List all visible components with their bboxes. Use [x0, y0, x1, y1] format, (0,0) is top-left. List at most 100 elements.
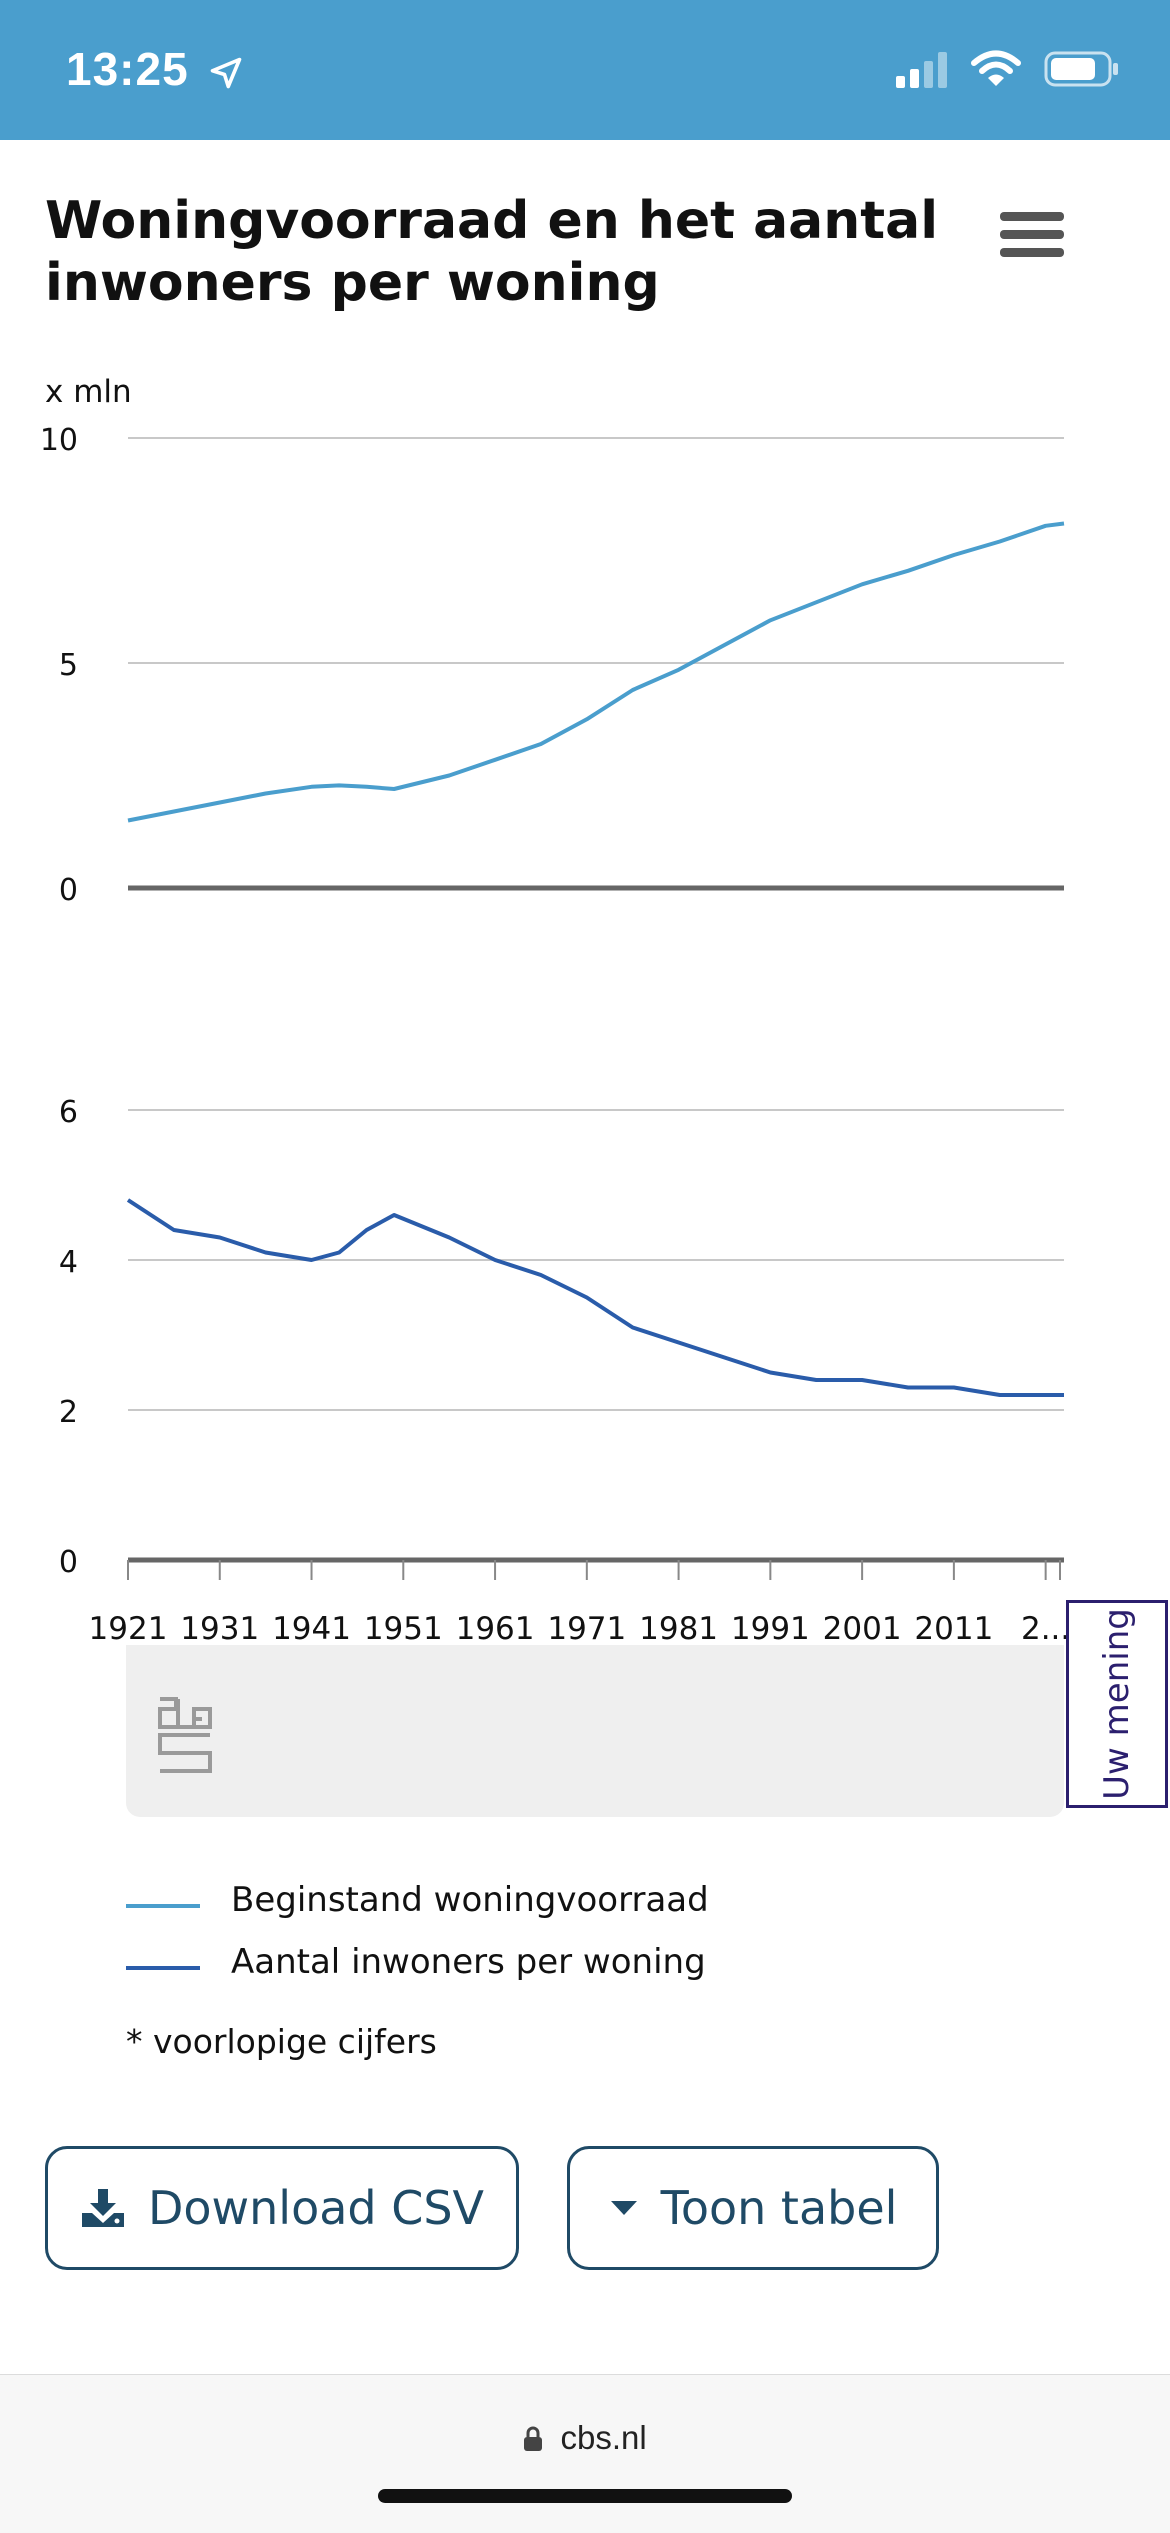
y-axis-label: x mln	[45, 374, 132, 410]
x-tick-label: 2011	[914, 1611, 993, 1647]
data-point	[265, 1252, 266, 1253]
show-table-button[interactable]: Toon tabel	[567, 2146, 939, 2270]
x-tick-label: 1971	[547, 1611, 626, 1647]
data-point	[219, 1237, 220, 1238]
data-point	[1064, 1395, 1065, 1396]
data-point	[999, 541, 1000, 542]
download-icon	[80, 2187, 126, 2229]
chart-menu-button[interactable]	[1000, 212, 1064, 260]
url-text: cbs.nl	[560, 2419, 647, 2456]
data-point	[908, 1387, 909, 1388]
legend-label-woningvoorraad: Beginstand woningvoorraad	[231, 1880, 709, 1920]
home-indicator	[378, 2489, 792, 2503]
browser-address-bar[interactable]: cbs.nl	[0, 2374, 1170, 2533]
cbs-logo-icon	[158, 1697, 212, 1773]
data-point	[862, 584, 863, 585]
x-tick-label: 1921	[89, 1611, 168, 1647]
hamburger-icon-bar	[1000, 248, 1064, 257]
y-tick-label: 10	[40, 423, 78, 458]
data-point	[366, 786, 367, 787]
data-point	[339, 785, 340, 786]
hamburger-icon-bar	[1000, 230, 1064, 239]
data-point	[862, 1380, 863, 1381]
data-point	[816, 1380, 817, 1381]
download-csv-button[interactable]: Download CSV	[45, 2146, 519, 2270]
battery-icon	[1044, 51, 1118, 87]
data-point	[678, 1342, 679, 1343]
data-point	[586, 1297, 587, 1298]
data-point	[173, 1230, 174, 1231]
status-icons	[895, 50, 1120, 92]
data-point	[632, 1327, 633, 1328]
hamburger-icon-bar	[1000, 212, 1064, 221]
x-tick-label: 1981	[639, 1611, 718, 1647]
data-point	[339, 1252, 340, 1253]
wifi-icon	[970, 50, 1021, 86]
data-point	[540, 1275, 541, 1276]
x-tick-label: 1931	[180, 1611, 259, 1647]
series-line	[126, 1198, 1064, 1397]
data-point	[770, 620, 771, 621]
download-csv-label: Download CSV	[147, 2181, 485, 2235]
legend-swatch-woningvoorraad	[126, 1904, 200, 1908]
data-point	[311, 786, 312, 787]
x-tick-label: 1991	[731, 1611, 810, 1647]
data-point	[999, 1395, 1000, 1396]
status-time: 13:25	[66, 42, 244, 96]
data-point	[1064, 523, 1065, 524]
chart-title: Woningvoorraad en het aantal inwoners pe…	[45, 191, 939, 313]
data-point	[366, 1230, 367, 1231]
data-point	[265, 793, 266, 794]
data-point	[219, 802, 220, 803]
data-point	[770, 1372, 771, 1373]
y-tick-label: 4	[59, 1245, 78, 1280]
y-tick-label: 0	[59, 873, 78, 908]
data-point	[908, 570, 909, 571]
footnote: * voorlopige cijfers	[126, 2022, 437, 2061]
data-point	[586, 719, 587, 720]
x-tick-label: 1941	[272, 1611, 351, 1647]
data-point	[495, 1260, 496, 1261]
data-point	[953, 555, 954, 556]
location-arrow-icon	[211, 57, 242, 89]
chart-area: 10 5 0 x mln 6 4 2 0 1921 1931 1941 1951 1961 1971 198…	[0, 360, 1170, 1830]
y-tick-label: 6	[59, 1095, 78, 1130]
status-time-text: 13:25	[66, 43, 189, 95]
data-point	[724, 1357, 725, 1358]
data-point	[128, 820, 129, 821]
show-table-label: Toon tabel	[660, 2181, 898, 2235]
status-bar: 13:25	[0, 0, 1170, 140]
data-point	[1045, 525, 1046, 526]
data-point	[394, 789, 395, 790]
data-point	[173, 811, 174, 812]
series-line	[127, 521, 1065, 823]
x-tick-label: 2...	[1021, 1611, 1070, 1647]
data-point	[128, 1200, 129, 1201]
feedback-tab[interactable]: Uw mening	[1066, 1600, 1168, 1808]
caret-down-icon	[609, 2198, 639, 2218]
data-point	[678, 669, 679, 670]
data-point	[1045, 1395, 1046, 1396]
url-display[interactable]: cbs.nl	[0, 2419, 1170, 2457]
data-point	[394, 1215, 395, 1216]
chart-credits-panel	[126, 1645, 1064, 1817]
data-point	[449, 775, 450, 776]
legend-swatch-inwoners	[126, 1966, 200, 1970]
data-point	[724, 645, 725, 646]
data-point	[816, 602, 817, 603]
x-tick-label: 2001	[823, 1611, 902, 1647]
y-tick-label: 5	[59, 648, 78, 683]
lock-icon	[524, 2426, 543, 2451]
cellular-signal-icon	[895, 52, 947, 88]
data-point	[449, 1237, 450, 1238]
line-chart: 10 5 0 x mln 6 4 2 0 1921 1931 1941 1951 1961 1971 198…	[40, 374, 1070, 1647]
y-tick-label: 2	[59, 1395, 78, 1430]
x-tick-label: 1951	[364, 1611, 443, 1647]
data-point	[495, 759, 496, 760]
feedback-label: Uw mening	[1097, 1608, 1137, 1800]
y-tick-label: 0	[59, 1545, 78, 1580]
data-point	[311, 1260, 312, 1261]
data-point	[540, 744, 541, 745]
data-point	[632, 690, 633, 691]
data-point	[953, 1387, 954, 1388]
